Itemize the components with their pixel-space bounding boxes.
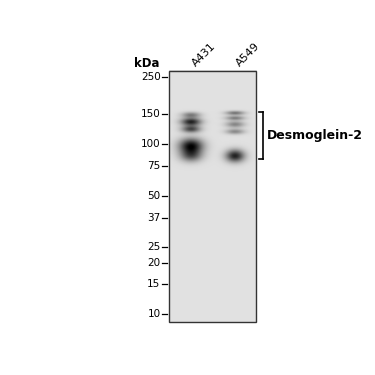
Text: 10: 10 <box>147 309 160 320</box>
Text: kDa: kDa <box>134 57 160 69</box>
Text: 50: 50 <box>147 190 160 201</box>
Text: 150: 150 <box>141 110 160 119</box>
Text: 100: 100 <box>141 140 160 149</box>
Text: 37: 37 <box>147 213 160 223</box>
Text: 75: 75 <box>147 160 160 171</box>
Text: A549: A549 <box>234 40 262 68</box>
Text: 15: 15 <box>147 279 160 290</box>
Text: 25: 25 <box>147 242 160 252</box>
Text: 250: 250 <box>141 72 160 82</box>
Text: Desmoglein-2: Desmoglein-2 <box>267 129 363 142</box>
Text: A431: A431 <box>191 41 218 68</box>
Text: 20: 20 <box>147 258 160 268</box>
